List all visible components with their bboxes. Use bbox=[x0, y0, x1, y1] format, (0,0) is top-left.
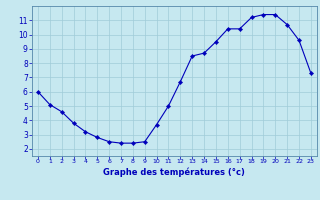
X-axis label: Graphe des températures (°c): Graphe des températures (°c) bbox=[103, 167, 245, 177]
